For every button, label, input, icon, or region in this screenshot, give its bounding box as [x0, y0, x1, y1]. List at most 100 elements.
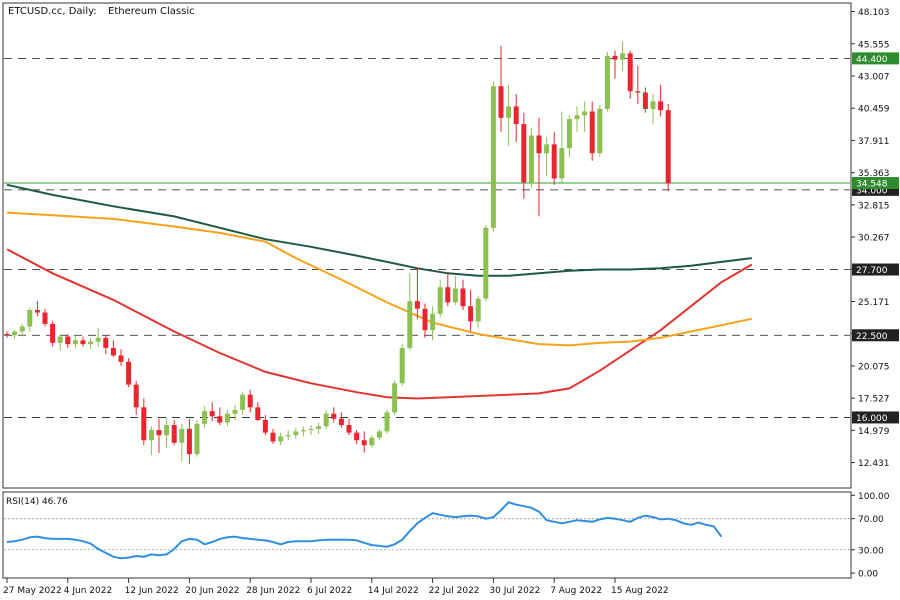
candle-body [240, 394, 246, 410]
candle-body [42, 312, 48, 324]
candle-body [164, 425, 170, 436]
level-label-box [852, 329, 899, 342]
candle-body [262, 419, 268, 433]
candle-body [566, 119, 572, 149]
candle-body [110, 347, 116, 356]
current-price-label-text: 34.548 [856, 180, 888, 190]
time-axis: 27 May 2022 4 Jun 2022 12 Jun 2022 20 Jun 2… [3, 578, 669, 596]
price-tick-label: 30.267 [858, 234, 890, 244]
candle-body [126, 361, 132, 385]
candle-body [133, 384, 139, 408]
candle-body [270, 432, 276, 442]
candle-body [278, 436, 284, 442]
candle-body [293, 431, 299, 436]
candle-body [445, 287, 451, 303]
level-label-text: 34.000 [856, 186, 888, 196]
candle-body [513, 106, 519, 125]
ma-line-1 [6, 248, 753, 400]
candle-body [156, 430, 162, 436]
candle-body [285, 435, 291, 437]
time-tick-label: 30 Jul 2022 [489, 586, 540, 596]
candle-body [536, 135, 542, 154]
candle-body [665, 110, 671, 184]
candle-body [202, 411, 208, 424]
level-label-text: 16.000 [856, 414, 888, 424]
candle-body [95, 337, 101, 342]
level-label-box [852, 411, 899, 424]
price-tick-label: 45.555 [858, 40, 890, 50]
time-tick-label: 6 Jul 2022 [307, 586, 352, 596]
candle-body [574, 115, 580, 120]
rsi-line [6, 501, 723, 560]
candle-body [627, 53, 633, 92]
candle-body [217, 416, 223, 423]
candle-body [414, 301, 420, 309]
level-label-box [852, 263, 899, 276]
rsi-tick-label: 0.00 [858, 570, 878, 580]
candle-body [468, 306, 474, 322]
chart-description: Ethereum Classic [108, 6, 195, 17]
candle-body [460, 288, 466, 307]
candle-body [528, 135, 534, 183]
candle-body [490, 86, 496, 228]
candlestick-series [4, 41, 671, 465]
candle-body [316, 426, 322, 429]
candle-body [118, 355, 124, 362]
candle-body [604, 55, 610, 109]
price-tick-label: 37.911 [858, 137, 890, 147]
candle-body [209, 411, 215, 417]
candle-body [437, 287, 443, 314]
rsi-label: RSI(14) 46.76 [6, 497, 68, 507]
candle-body [19, 326, 25, 332]
price-tick-label: 17.527 [858, 395, 890, 405]
candle-body [612, 55, 618, 60]
rsi-tick-label: 30.00 [858, 546, 884, 556]
rsi-panel: 100.00 70.00 30.00 0.00 [4, 492, 890, 580]
candle-body [300, 430, 306, 432]
price-tick-label: 14.979 [858, 427, 890, 437]
candle-body [4, 334, 10, 336]
chart-symbol: ETCUSD.cc, Daily: [8, 6, 97, 17]
price-tick-label: 12.431 [858, 459, 890, 469]
candle-body [635, 91, 641, 93]
candle-body [50, 323, 56, 343]
time-tick-label: 15 Aug 2022 [611, 586, 669, 596]
time-tick-label: 14 Jul 2022 [368, 586, 419, 596]
ma-line-2 [6, 211, 753, 347]
price-tick-label: 35.363 [858, 169, 890, 179]
candle-body [57, 336, 63, 343]
time-tick-label: 22 Jul 2022 [429, 586, 480, 596]
candle-body [186, 428, 192, 455]
candle-body [247, 394, 253, 408]
candle-body [141, 407, 147, 441]
candle-body [399, 347, 405, 384]
rsi-panel-frame [2, 491, 852, 579]
candle-body [346, 425, 352, 433]
candle-body [331, 413, 337, 419]
candle-body [422, 308, 428, 331]
candle-body [620, 53, 626, 60]
candle-body [452, 288, 458, 303]
candle-body [551, 144, 557, 179]
time-tick-label: 4 Jun 2022 [64, 586, 112, 596]
level-label-text: 44.400 [856, 55, 888, 65]
candle-body [559, 148, 565, 179]
level-label-text: 27.700 [856, 266, 888, 276]
candle-body [88, 341, 94, 345]
candle-body [103, 337, 109, 348]
candle-body [407, 301, 413, 348]
time-tick-label: 20 Jun 2022 [185, 586, 239, 596]
level-label-text: 22.500 [856, 332, 888, 342]
candle-body [506, 106, 512, 118]
rsi-tick-label: 70.00 [858, 515, 884, 525]
candle-body [498, 86, 504, 118]
price-tick-label: 32.815 [858, 201, 890, 211]
candle-body [72, 340, 78, 345]
candle-body [179, 428, 185, 443]
candle-body [323, 413, 329, 427]
time-tick-label: 7 Aug 2022 [550, 586, 602, 596]
price-tick-label: 20.075 [858, 362, 890, 372]
candle-body [12, 331, 18, 336]
rsi-tick-label: 100.00 [858, 492, 890, 502]
